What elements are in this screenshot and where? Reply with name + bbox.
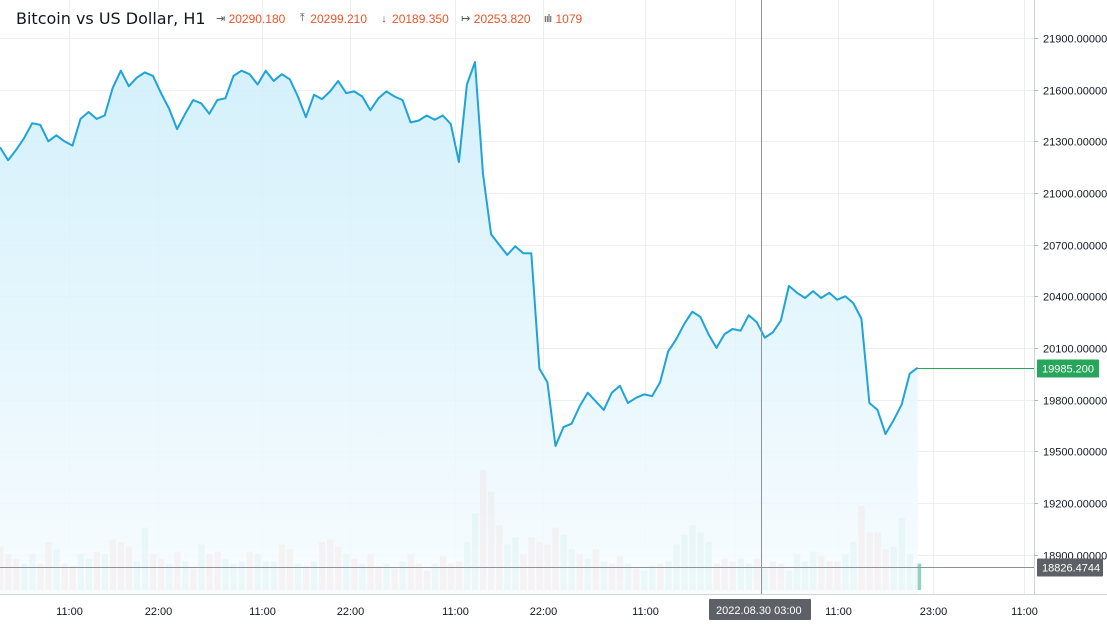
low-icon: ↓ (381, 12, 387, 25)
open-icon: ⇥ (215, 13, 226, 25)
x-tick-label: 22:00 (145, 606, 173, 618)
x-tick-label: 22:00 (337, 606, 365, 618)
price-area-fill (0, 62, 918, 595)
volume-bar (914, 563, 922, 590)
x-tick-label: 11:00 (632, 606, 659, 618)
x-tick-label: 11:00 (1011, 606, 1038, 618)
volume-bars-icon: ıılı (543, 12, 553, 25)
time-axis[interactable]: 11:0022:0011:0022:0011:0022:0011:0022:00… (56, 606, 1038, 618)
y-tick-label: 20700.000000 (1043, 241, 1107, 253)
x-tick-label: 11:00 (825, 606, 852, 618)
y-tick-label: 19500.000000 (1043, 447, 1107, 459)
crosshair-time-tag: 2022.08.30 03:00 (709, 599, 811, 620)
y-tick-label: 21600.000000 (1043, 86, 1107, 98)
volume-value: 1079 (555, 11, 583, 26)
high-value: 20299.210 (310, 11, 368, 26)
y-tick-label: 21000.000000 (1043, 189, 1107, 201)
x-tick-label: 22:00 (530, 606, 558, 618)
x-tick-label: 11:00 (442, 606, 469, 618)
x-tick-label: 11:00 (56, 606, 83, 618)
y-tick-label: 21300.000000 (1043, 137, 1107, 149)
open-value: 20290.180 (228, 11, 286, 26)
svg-text:2022.08.30 03:00: 2022.08.30 03:00 (716, 605, 802, 617)
high-icon: ⤒ (299, 12, 305, 24)
y-tick-label: 20100.000000 (1043, 344, 1107, 356)
crosshair-price-tag: 18826.4744 (1037, 558, 1103, 577)
x-tick-label: 23:00 (920, 606, 948, 618)
close-icon: ↦ (461, 13, 471, 25)
symbol-title[interactable]: Bitcoin vs US Dollar, H1 (16, 9, 206, 28)
ohlc-readout: ⇥ 20290.180 ⤒ 20299.210 ↓ 20189.350 ↦ 20253.… (215, 11, 583, 26)
svg-text:18826.4744: 18826.4744 (1042, 563, 1100, 575)
last-price-tag: 19985.200 (1037, 359, 1099, 378)
y-tick-label: 19200.000000 (1043, 499, 1107, 511)
y-tick-label: 19800.000000 (1043, 396, 1107, 408)
low-value: 20189.350 (392, 11, 449, 26)
close-value: 20253.820 (473, 11, 531, 26)
svg-text:19985.200: 19985.200 (1042, 364, 1094, 376)
price-axis[interactable]: 21900.000000 21600.000000 21300.000000 2100… (1034, 34, 1107, 563)
x-tick-label: 11:00 (249, 606, 276, 618)
y-tick-label: 21900.000000 (1043, 34, 1107, 46)
price-line (0, 61, 919, 447)
chart-legend: Bitcoin vs US Dollar, H1 ⇥ 20290.180 ⤒ 202… (16, 9, 582, 28)
y-tick-label: 20400.000000 (1043, 292, 1107, 304)
